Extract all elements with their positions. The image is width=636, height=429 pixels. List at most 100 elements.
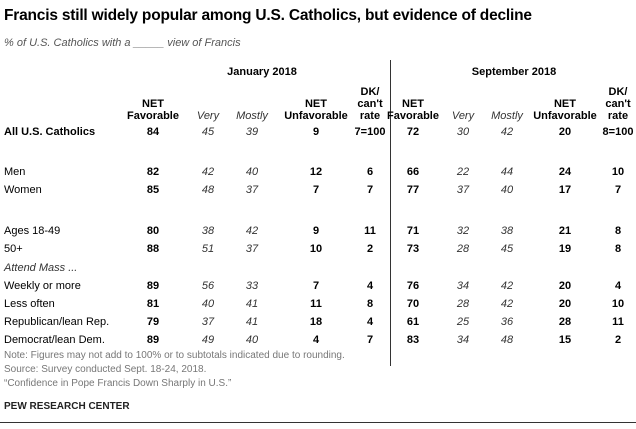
table-cell-sep: 19: [558, 243, 572, 255]
table-cell-jan: 6: [366, 166, 374, 178]
table-cell-sep: 73: [406, 243, 420, 255]
table-cell-jan: 40: [245, 334, 259, 346]
table-cell-sep: 24: [558, 166, 572, 178]
column-header-line: Mostly: [491, 110, 523, 122]
table-cell-sep: 15: [558, 334, 572, 346]
table-cell-jan: 11: [364, 225, 376, 237]
table-cell-sep: 48: [500, 334, 514, 346]
table-cell-sep: 30: [456, 126, 470, 138]
column-header-sep-3: NET Unfavorable: [533, 98, 597, 122]
table-cell-sep: 42: [500, 126, 514, 138]
table-cell-sep: 11: [612, 316, 624, 328]
table-cell-jan: 41: [245, 316, 259, 328]
note-text: Note: Figures may not add to 100% or to …: [4, 350, 345, 361]
column-header-line: Unfavorable: [284, 110, 348, 122]
table-cell-jan: 81: [146, 298, 160, 310]
row-label: Less often: [4, 298, 55, 310]
column-header-jan-2: Mostly: [236, 110, 268, 122]
column-header-jan-0: NET Favorable: [127, 98, 179, 122]
period-header-january: January 2018: [227, 66, 297, 78]
column-header-line: NET: [553, 98, 576, 110]
table-cell-sep: 37: [456, 184, 470, 196]
row-label: Men: [4, 166, 26, 178]
source-text: Source: Survey conducted Sept. 18-24, 20…: [4, 364, 207, 375]
table-cell-jan: 56: [201, 280, 215, 292]
table-cell-jan: 4: [312, 334, 320, 346]
table-cell-sep: 28: [558, 316, 572, 328]
chart-subtitle: % of U.S. Catholics with a _____ view of…: [4, 37, 241, 49]
table-cell-jan: 42: [201, 166, 215, 178]
table-cell-sep: 44: [500, 166, 514, 178]
period-divider: [390, 60, 391, 366]
table-cell-sep: 8: [614, 225, 622, 237]
column-header-line: DK/: [608, 86, 628, 98]
column-header-sep-0: NET Favorable: [387, 98, 439, 122]
column-header-sep-4: DK/can't rate: [605, 86, 630, 122]
column-header-line: Very: [196, 110, 220, 122]
row-label: Ages 18-49: [4, 225, 61, 237]
table-cell-jan: 39: [245, 126, 259, 138]
table-cell-jan: 7=100: [354, 126, 386, 138]
table-cell-sep: 38: [500, 225, 514, 237]
table-cell-jan: 85: [146, 184, 160, 196]
table-cell-sep: 20: [558, 126, 572, 138]
column-header-jan-3: NET Unfavorable: [284, 98, 348, 122]
table-cell-jan: 38: [201, 225, 215, 237]
chart-title: Francis still widely popular among U.S. …: [4, 7, 532, 24]
table-cell-jan: 37: [201, 316, 215, 328]
table-cell-sep: 20: [558, 280, 572, 292]
table-cell-sep: 25: [456, 316, 470, 328]
table-cell-sep: 71: [406, 225, 420, 237]
column-header-line: can't: [605, 98, 631, 110]
column-header-line: rate: [359, 110, 381, 122]
table-cell-sep: 83: [406, 334, 420, 346]
table-cell-sep: 32: [456, 225, 470, 237]
table-cell-sep: 77: [406, 184, 420, 196]
bottom-rule: [0, 422, 636, 423]
table-cell-sep: 34: [456, 334, 470, 346]
column-header-line: Very: [451, 110, 475, 122]
table-cell-jan: 2: [366, 243, 374, 255]
column-header-line: can't: [357, 98, 383, 110]
table-cell-sep: 10: [611, 166, 625, 178]
table-cell-jan: 40: [245, 166, 259, 178]
table-cell-jan: 79: [146, 316, 160, 328]
table-cell-sep: 7: [614, 184, 622, 196]
table-cell-sep: 10: [611, 298, 625, 310]
table-cell-jan: 40: [201, 298, 215, 310]
table-cell-jan: 12: [309, 166, 323, 178]
row-label: Weekly or more: [4, 280, 81, 292]
table-cell-jan: 7: [312, 184, 320, 196]
row-label: Republican/lean Rep.: [4, 316, 110, 328]
table-cell-sep: 70: [406, 298, 420, 310]
table-cell-jan: 37: [245, 184, 259, 196]
row-label: 50+: [4, 243, 23, 255]
column-header-jan-1: Very: [197, 110, 219, 122]
table-cell-jan: 7: [366, 184, 374, 196]
column-header-sep-1: Very: [452, 110, 474, 122]
table-cell-jan: 51: [201, 243, 215, 255]
table-cell-jan: 4: [366, 280, 374, 292]
table-cell-jan: 18: [309, 316, 323, 328]
table-cell-jan: 37: [245, 243, 259, 255]
table-cell-jan: 80: [146, 225, 160, 237]
column-header-line: rate: [607, 110, 629, 122]
table-cell-sep: 17: [558, 184, 572, 196]
table-cell-jan: 89: [146, 280, 160, 292]
table-cell-sep: 28: [456, 298, 470, 310]
table-cell-sep: 8: [614, 243, 622, 255]
table-cell-sep: 2: [614, 334, 622, 346]
table-cell-jan: 33: [245, 280, 259, 292]
row-label: Women: [4, 184, 42, 196]
table-cell-sep: 42: [500, 280, 514, 292]
table-cell-sep: 36: [500, 316, 514, 328]
brand-label: PEW RESEARCH CENTER: [4, 401, 130, 412]
table-cell-jan: 82: [146, 166, 160, 178]
column-header-sep-2: Mostly: [491, 110, 523, 122]
table-cell-sep: 34: [456, 280, 470, 292]
table-cell-sep: 66: [406, 166, 420, 178]
table-cell-sep: 21: [558, 225, 572, 237]
table-cell-jan: 49: [201, 334, 215, 346]
table-cell-sep: 42: [500, 298, 514, 310]
